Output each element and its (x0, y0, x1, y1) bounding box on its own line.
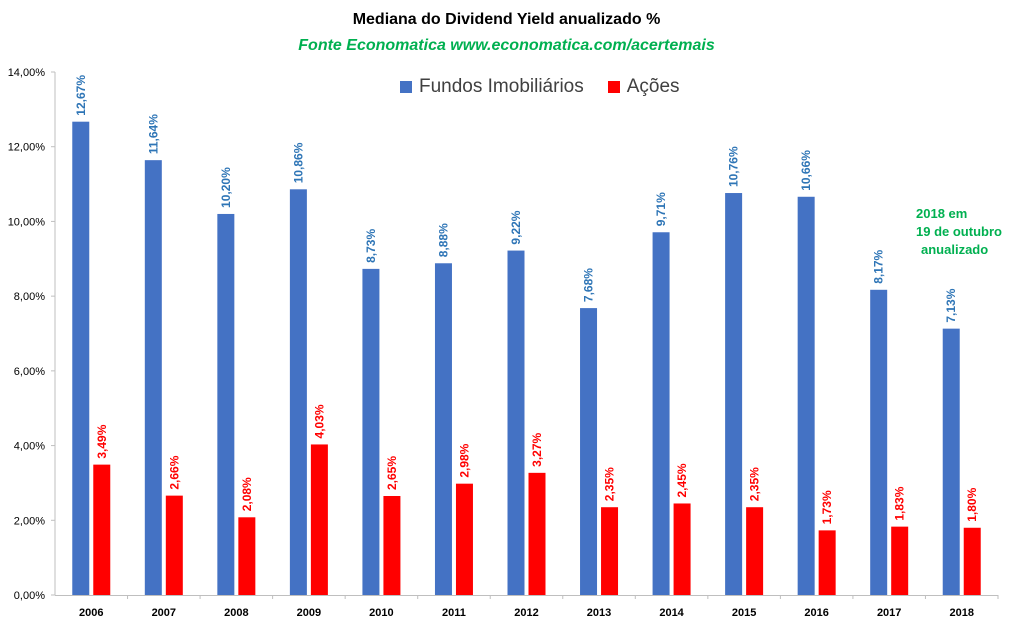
data-label-fundos: 8,88% (436, 223, 450, 257)
bar-fundos (289, 189, 307, 595)
x-tick-label: 2008 (224, 607, 248, 619)
chart-title: Mediana do Dividend Yield anualizado % (352, 11, 661, 28)
bar-acoes (528, 472, 546, 595)
bar-fundos (797, 196, 815, 595)
data-label-fundos: 10,66% (799, 150, 813, 191)
bar-acoes (601, 507, 619, 595)
data-label-fundos: 7,13% (944, 288, 958, 322)
legend-label-fundos: Fundos Imobiliários (419, 76, 584, 97)
legend: Fundos Imobiliários Ações (400, 76, 704, 98)
y-tick-label: 4,00% (14, 441, 45, 453)
data-label-acoes: 4,03% (312, 404, 326, 438)
bar-fundos (72, 121, 90, 595)
annotation-note: 2018 em 19 de outubro anualizado (916, 205, 1002, 259)
x-tick-label: 2012 (514, 607, 538, 619)
data-label-fundos: 12,67% (74, 75, 88, 116)
bar-acoes (455, 483, 473, 595)
bar-fundos (507, 250, 525, 595)
x-tick-label: 2011 (442, 607, 466, 619)
data-label-fundos: 10,76% (727, 146, 741, 187)
data-label-fundos: 8,73% (364, 229, 378, 263)
y-tick-label: 0,00% (14, 590, 45, 602)
bar-fundos (434, 263, 452, 595)
bar-fundos (870, 289, 888, 595)
bar-acoes (310, 444, 328, 595)
x-tick-label: 2018 (949, 607, 973, 619)
data-label-fundos: 10,20% (219, 167, 233, 208)
x-tick-label: 2017 (877, 607, 901, 619)
x-tick-label: 2015 (732, 607, 756, 619)
bar-fundos (725, 193, 743, 595)
data-label-acoes: 3,49% (95, 424, 109, 458)
data-label-acoes: 2,35% (748, 467, 762, 501)
bar-acoes (963, 527, 981, 595)
data-label-acoes: 2,35% (603, 467, 617, 501)
y-tick-label: 6,00% (14, 366, 45, 378)
annotation-line-1: 2018 em (916, 206, 968, 221)
bar-fundos (362, 268, 380, 595)
data-label-acoes: 1,83% (893, 486, 907, 520)
data-label-acoes: 3,27% (530, 432, 544, 466)
bar-fundos (942, 328, 960, 595)
y-tick-label: 14,00% (8, 67, 46, 79)
bar-acoes (673, 503, 691, 595)
data-label-acoes: 2,65% (385, 456, 399, 490)
x-tick-label: 2014 (659, 607, 684, 619)
legend-label-acoes: Ações (626, 76, 680, 97)
chart-subtitle: Fonte Economatica www.economatica.com/ac… (298, 37, 715, 54)
bar-fundos (144, 160, 162, 596)
data-label-acoes: 2,66% (167, 455, 181, 489)
data-label-fundos: 9,22% (509, 210, 523, 244)
annotation-line-2: 19 de outubro (916, 224, 1002, 239)
bar-fundos (217, 213, 235, 595)
data-label-fundos: 8,17% (872, 249, 886, 283)
data-label-acoes: 1,73% (820, 490, 834, 524)
legend-swatch-acoes (607, 81, 620, 93)
annotation-line-3: anualizado (921, 242, 989, 257)
x-tick-label: 2009 (297, 607, 321, 619)
data-label-fundos: 9,71% (654, 192, 668, 226)
bar-acoes (383, 496, 401, 595)
bar-acoes (165, 495, 183, 595)
data-label-acoes: 2,98% (457, 443, 471, 477)
y-tick-label: 12,00% (8, 142, 46, 154)
bar-acoes (891, 526, 909, 595)
data-label-acoes: 1,80% (965, 487, 979, 521)
data-label-acoes: 2,08% (240, 477, 254, 511)
legend-item-acoes: Ações (607, 76, 680, 98)
bar-acoes (818, 530, 836, 595)
y-tick-label: 8,00% (14, 291, 45, 303)
bar-acoes (746, 507, 764, 595)
bar-acoes (93, 464, 111, 595)
y-tick-label: 10,00% (8, 216, 46, 228)
data-label-acoes: 2,45% (675, 463, 689, 497)
legend-item-fundos: Fundos Imobiliários (400, 76, 584, 98)
bar-acoes (238, 517, 256, 595)
x-tick-label: 2006 (79, 607, 103, 619)
data-label-fundos: 7,68% (582, 268, 596, 302)
x-tick-label: 2013 (587, 607, 611, 619)
x-tick-label: 2016 (804, 607, 828, 619)
x-tick-label: 2010 (369, 607, 393, 619)
bar-fundos (580, 308, 598, 595)
x-tick-label: 2007 (152, 607, 176, 619)
y-tick-label: 2,00% (14, 515, 45, 527)
data-label-fundos: 10,86% (291, 142, 305, 183)
bar-fundos (652, 232, 670, 595)
legend-swatch-fundos (400, 81, 412, 93)
data-label-fundos: 11,64% (146, 114, 160, 154)
